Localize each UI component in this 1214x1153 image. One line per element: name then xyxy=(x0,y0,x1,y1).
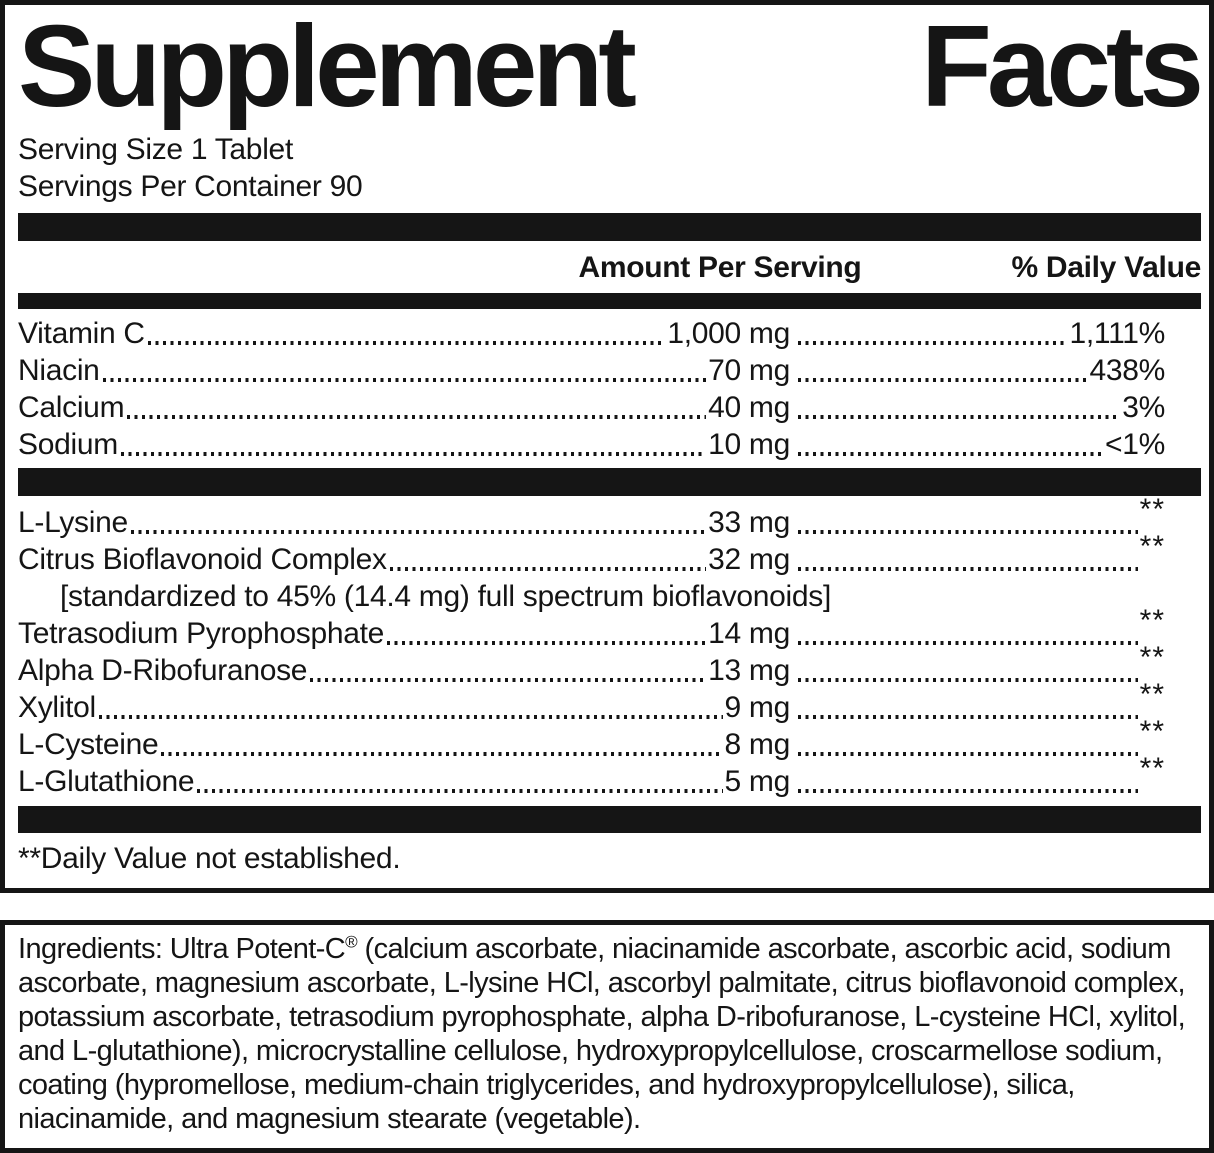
nutrient-daily-value: 438% xyxy=(1089,354,1165,388)
dot-leader xyxy=(120,452,707,457)
dot-leader xyxy=(130,530,707,535)
nutrient-row: L-Cysteine 8 mg ** xyxy=(18,715,1165,764)
nutrient-amount: 8 mg xyxy=(724,728,791,762)
dot-leader xyxy=(102,378,707,383)
nutrient-name: L-Cysteine xyxy=(18,728,159,762)
panel-title: Supplement Facts xyxy=(18,1,1204,131)
nutrient-daily-value: ** xyxy=(1139,641,1165,675)
divider-bar xyxy=(18,468,1201,497)
nutrient-row: Calcium 40 mg 3% xyxy=(18,390,1165,427)
nutrient-amount: 40 mg xyxy=(708,391,790,425)
panel-title-word-2: Facts xyxy=(920,1,1204,131)
daily-value-footnote: **Daily Value not established. xyxy=(18,842,401,876)
registered-trademark-symbol: ® xyxy=(345,932,358,952)
dot-leader xyxy=(798,378,1088,383)
dot-leader xyxy=(798,341,1068,346)
amount-per-serving-header: Amount Per Serving xyxy=(578,251,862,285)
dot-leader xyxy=(389,567,707,572)
nutrient-row: Niacin 70 mg 438% xyxy=(18,353,1165,390)
dot-leader xyxy=(310,678,707,683)
dot-leader xyxy=(147,341,666,346)
supplement-facts-panel: Supplement Facts Serving Size 1 Tablet S… xyxy=(0,0,1214,894)
main-nutrient-rows: Vitamin C 1,000 mg 1,111% Niacin 70 mg xyxy=(18,309,1201,464)
nutrient-name: Vitamin C xyxy=(18,317,145,351)
nutrient-row: Xylitol 9 mg ** xyxy=(18,678,1165,727)
nutrient-amount: 1,000 mg xyxy=(667,317,790,351)
nutrient-name: Niacin xyxy=(18,354,100,388)
dot-leader xyxy=(798,530,1138,535)
nutrient-daily-value: ** xyxy=(1139,530,1165,564)
servings-per-container: Servings Per Container 90 xyxy=(18,170,363,204)
nutrient-daily-value: ** xyxy=(1139,493,1165,527)
nutrient-row: Tetrasodium Pyrophosphate 14 mg ** xyxy=(18,604,1165,653)
nutrient-name: Citrus Bioflavonoid Complex xyxy=(18,543,387,577)
dot-leader xyxy=(798,567,1138,572)
ingredients-lead: Ingredients: Ultra Potent-C xyxy=(18,933,346,966)
dot-leader xyxy=(798,678,1138,683)
nutrient-amount: 10 mg xyxy=(708,428,790,462)
nutrient-row: Vitamin C 1,000 mg 1,111% xyxy=(18,316,1165,353)
nutrient-row: Alpha D-Ribofuranose 13 mg ** xyxy=(18,641,1165,690)
nutrient-daily-value: 3% xyxy=(1122,391,1165,425)
nutrient-daily-value: ** xyxy=(1139,752,1165,786)
nutrient-amount: 14 mg xyxy=(708,617,790,651)
daily-value-header: % Daily Value xyxy=(1011,251,1201,285)
panel-title-word-1: Supplement xyxy=(18,1,637,131)
nutrient-daily-value: ** xyxy=(1139,678,1165,712)
nutrient-name: Tetrasodium Pyrophosphate xyxy=(18,617,385,651)
serving-size: Serving Size 1 Tablet xyxy=(18,133,293,167)
nutrient-row: Citrus Bioflavonoid Complex 32 mg ** xyxy=(18,530,1165,579)
nutrient-name: Calcium xyxy=(18,391,125,425)
ingredients-panel: Ingredients: Ultra Potent-C® (calcium as… xyxy=(0,920,1214,1153)
nutrient-row: L-Glutathione 5 mg ** xyxy=(18,752,1165,801)
nutrient-daily-value: ** xyxy=(1139,715,1165,749)
dot-leader xyxy=(798,715,1138,720)
nutrient-name: Sodium xyxy=(18,428,118,462)
ingredients-text: Ingredients: Ultra Potent-C® (calcium as… xyxy=(18,932,1199,1136)
nutrient-row: Sodium 10 mg <1% xyxy=(18,427,1165,464)
dot-leader xyxy=(798,752,1138,757)
nutrient-daily-value: <1% xyxy=(1105,428,1165,462)
dot-leader xyxy=(127,415,707,420)
nutrient-amount: 70 mg xyxy=(708,354,790,388)
other-nutrient-rows: L-Lysine 33 mg ** Citrus Bioflavonoid Co… xyxy=(18,493,1201,801)
nutrient-name: L-Glutathione xyxy=(18,765,195,799)
dot-leader xyxy=(798,415,1121,420)
dot-leader xyxy=(98,715,723,720)
nutrient-amount: 5 mg xyxy=(724,765,791,799)
nutrient-amount: 32 mg xyxy=(708,543,790,577)
divider-bar xyxy=(18,293,1201,310)
dot-leader xyxy=(798,641,1138,646)
dot-leader xyxy=(798,789,1138,794)
nutrient-amount: 9 mg xyxy=(724,691,791,725)
nutrient-amount: 33 mg xyxy=(708,506,790,540)
dot-leader xyxy=(798,452,1104,457)
nutrient-daily-value: ** xyxy=(1139,604,1165,638)
nutrient-row: L-Lysine 33 mg ** xyxy=(18,493,1165,542)
nutrient-note: [standardized to 45% (14.4 mg) full spec… xyxy=(60,580,832,614)
dot-leader xyxy=(387,641,707,646)
dot-leader xyxy=(161,752,723,757)
nutrient-name: L-Lysine xyxy=(18,506,128,540)
divider-bar xyxy=(18,806,1201,834)
nutrient-daily-value: 1,111% xyxy=(1069,317,1166,351)
dot-leader xyxy=(197,789,723,794)
column-header-row: Amount Per Serving % Daily Value xyxy=(18,241,1201,293)
nutrient-name: Xylitol xyxy=(18,691,96,725)
divider-bar xyxy=(18,213,1201,242)
nutrient-amount: 13 mg xyxy=(708,654,790,688)
nutrient-name: Alpha D-Ribofuranose xyxy=(18,654,308,688)
